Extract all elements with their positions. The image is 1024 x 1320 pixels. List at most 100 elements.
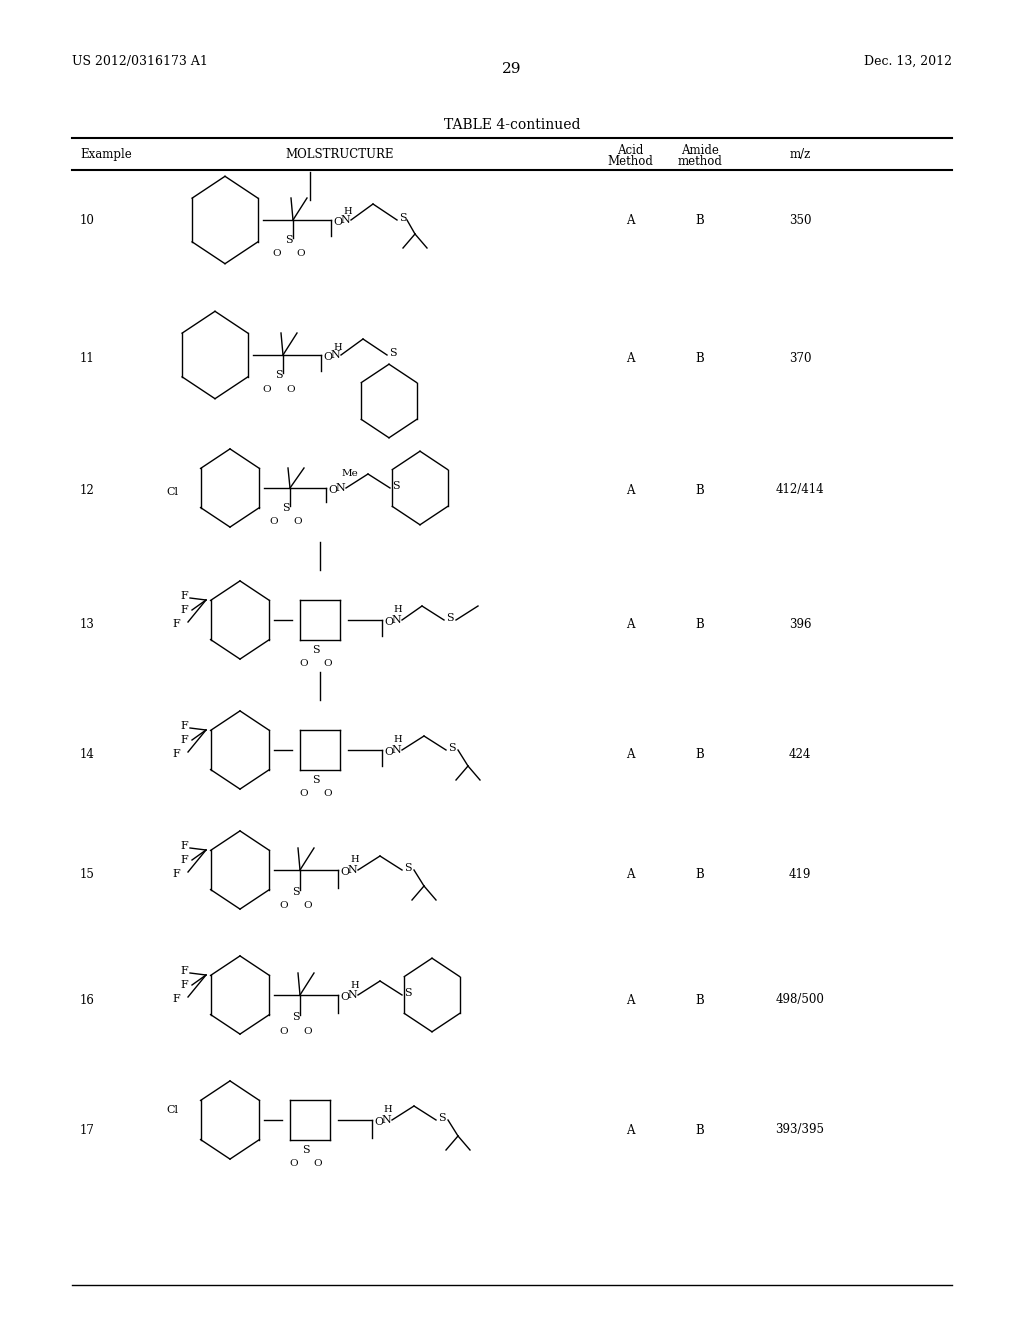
Text: F: F bbox=[180, 855, 188, 865]
Text: Acid: Acid bbox=[616, 144, 643, 157]
Text: 15: 15 bbox=[80, 869, 95, 882]
Text: O: O bbox=[263, 384, 271, 393]
Text: TABLE 4-continued: TABLE 4-continued bbox=[443, 117, 581, 132]
Text: B: B bbox=[695, 994, 705, 1006]
Text: 11: 11 bbox=[80, 351, 95, 364]
Text: 17: 17 bbox=[80, 1123, 95, 1137]
Text: O: O bbox=[340, 993, 349, 1002]
Text: O: O bbox=[324, 660, 333, 668]
Text: O: O bbox=[290, 1159, 298, 1168]
Text: F: F bbox=[172, 748, 180, 759]
Text: A: A bbox=[626, 994, 634, 1006]
Text: F: F bbox=[172, 994, 180, 1005]
Text: S: S bbox=[446, 612, 454, 623]
Text: S: S bbox=[312, 645, 319, 655]
Text: B: B bbox=[695, 619, 705, 631]
Text: 350: 350 bbox=[788, 214, 811, 227]
Text: F: F bbox=[180, 721, 188, 731]
Text: F: F bbox=[180, 735, 188, 744]
Text: S: S bbox=[292, 887, 300, 898]
Text: S: S bbox=[404, 863, 412, 873]
Text: Dec. 13, 2012: Dec. 13, 2012 bbox=[864, 55, 952, 69]
Text: S: S bbox=[389, 348, 396, 358]
Text: O: O bbox=[280, 902, 289, 911]
Text: O: O bbox=[328, 484, 337, 495]
Text: O: O bbox=[323, 352, 332, 362]
Text: F: F bbox=[172, 619, 180, 630]
Text: US 2012/0316173 A1: US 2012/0316173 A1 bbox=[72, 55, 208, 69]
Text: N: N bbox=[335, 483, 345, 492]
Text: S: S bbox=[392, 480, 399, 491]
Text: method: method bbox=[678, 154, 723, 168]
Text: 14: 14 bbox=[80, 748, 95, 762]
Text: S: S bbox=[438, 1113, 445, 1123]
Text: 10: 10 bbox=[80, 214, 95, 227]
Text: N: N bbox=[391, 744, 400, 755]
Text: A: A bbox=[626, 619, 634, 631]
Text: 370: 370 bbox=[788, 351, 811, 364]
Text: F: F bbox=[180, 605, 188, 615]
Text: N: N bbox=[347, 990, 357, 1001]
Text: A: A bbox=[626, 748, 634, 762]
Text: S: S bbox=[404, 987, 412, 998]
Text: 16: 16 bbox=[80, 994, 95, 1006]
Text: S: S bbox=[449, 743, 456, 752]
Text: B: B bbox=[695, 483, 705, 496]
Text: S: S bbox=[275, 370, 283, 380]
Text: Cl: Cl bbox=[166, 1105, 178, 1115]
Text: O: O bbox=[333, 216, 342, 227]
Text: F: F bbox=[180, 979, 188, 990]
Text: H: H bbox=[350, 855, 359, 865]
Text: O: O bbox=[280, 1027, 289, 1035]
Text: H: H bbox=[393, 606, 402, 615]
Text: B: B bbox=[695, 1123, 705, 1137]
Text: 12: 12 bbox=[80, 483, 95, 496]
Text: O: O bbox=[340, 867, 349, 876]
Text: Me: Me bbox=[342, 470, 358, 479]
Text: H: H bbox=[334, 342, 342, 351]
Text: N: N bbox=[391, 615, 400, 624]
Text: O: O bbox=[300, 789, 308, 799]
Text: Method: Method bbox=[607, 154, 653, 168]
Text: 13: 13 bbox=[80, 619, 95, 631]
Text: 419: 419 bbox=[788, 869, 811, 882]
Text: S: S bbox=[302, 1144, 310, 1155]
Text: H: H bbox=[344, 207, 352, 216]
Text: O: O bbox=[272, 249, 282, 259]
Text: O: O bbox=[294, 517, 302, 527]
Text: N: N bbox=[347, 865, 357, 875]
Text: F: F bbox=[172, 869, 180, 879]
Text: O: O bbox=[304, 902, 312, 911]
Text: F: F bbox=[180, 591, 188, 601]
Text: B: B bbox=[695, 214, 705, 227]
Text: O: O bbox=[384, 616, 393, 627]
Text: A: A bbox=[626, 214, 634, 227]
Text: MOLSTRUCTURE: MOLSTRUCTURE bbox=[286, 148, 394, 161]
Text: A: A bbox=[626, 1123, 634, 1137]
Text: 424: 424 bbox=[788, 748, 811, 762]
Text: 412/414: 412/414 bbox=[776, 483, 824, 496]
Text: S: S bbox=[286, 235, 293, 246]
Text: F: F bbox=[180, 966, 188, 975]
Text: S: S bbox=[292, 1012, 300, 1022]
Text: 498/500: 498/500 bbox=[775, 994, 824, 1006]
Text: O: O bbox=[384, 747, 393, 756]
Text: F: F bbox=[180, 841, 188, 851]
Text: A: A bbox=[626, 483, 634, 496]
Text: m/z: m/z bbox=[790, 148, 811, 161]
Text: O: O bbox=[287, 384, 295, 393]
Text: N: N bbox=[381, 1115, 391, 1125]
Text: N: N bbox=[340, 215, 350, 224]
Text: O: O bbox=[324, 789, 333, 799]
Text: Amide: Amide bbox=[681, 144, 719, 157]
Text: 396: 396 bbox=[788, 619, 811, 631]
Text: 29: 29 bbox=[502, 62, 522, 77]
Text: Example: Example bbox=[80, 148, 132, 161]
Text: S: S bbox=[312, 775, 319, 785]
Text: N: N bbox=[330, 350, 340, 360]
Text: B: B bbox=[695, 869, 705, 882]
Text: 393/395: 393/395 bbox=[775, 1123, 824, 1137]
Text: O: O bbox=[374, 1117, 383, 1127]
Text: B: B bbox=[695, 748, 705, 762]
Text: A: A bbox=[626, 351, 634, 364]
